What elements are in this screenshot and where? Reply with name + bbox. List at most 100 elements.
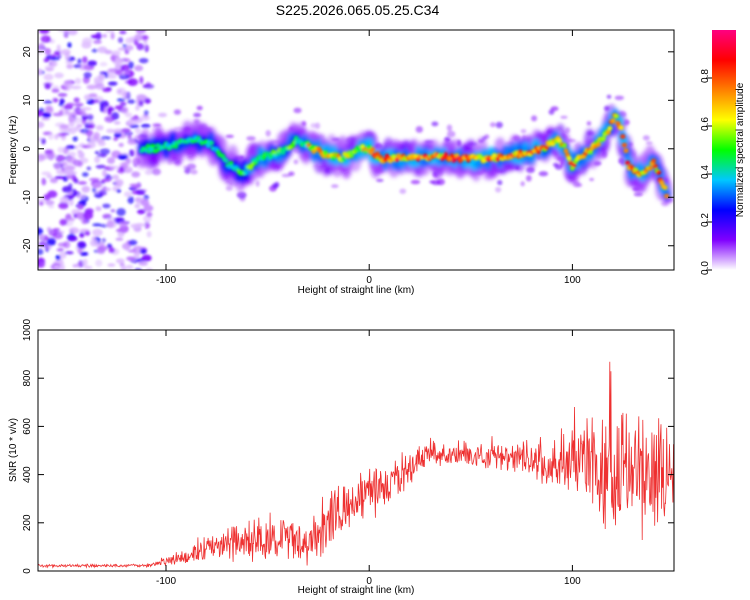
spectrogram-noise-blob <box>87 60 97 67</box>
spectrogram-noise-blob <box>111 50 121 56</box>
spectrogram-ridge-blob <box>607 125 613 131</box>
spectrogram-noise-blob <box>117 47 126 51</box>
spectrogram-noise-blob <box>64 251 74 255</box>
spectrogram-noise-blob <box>114 105 124 110</box>
spectrogram-noise-blob <box>82 258 88 267</box>
spectrogram-noise-blob <box>71 188 77 197</box>
spectrogram-noise-blob <box>95 164 106 169</box>
spectrogram-noise-blob <box>554 164 563 170</box>
spectrogram-noise-blob <box>139 76 144 84</box>
spectrogram-noise-blob <box>140 114 151 122</box>
spectrogram-noise-blob <box>115 237 124 241</box>
spectrogram-noise-blob <box>633 192 643 197</box>
spectrogram-noise-blob <box>81 113 88 121</box>
spectrogram-noise-blob <box>102 169 107 177</box>
spectrogram-noise-blob <box>44 64 55 72</box>
spectrogram-noise-blob <box>118 221 128 228</box>
spectrogram-noise-blob <box>48 228 58 237</box>
spectrogram-noise-blob <box>94 150 99 155</box>
spectrogram-noise-blob <box>65 165 76 170</box>
spectrogram-noise-blob <box>77 151 85 159</box>
spectrogram-ridge-blob <box>340 156 346 162</box>
spectrogram-noise-blob <box>44 82 52 90</box>
spectrogram-noise-blob <box>62 146 69 155</box>
spectrogram-noise-blob <box>110 32 115 40</box>
spectrogram-ridge-blob <box>293 135 299 141</box>
spectrogram-noise-blob <box>58 102 64 107</box>
spectrogram-noise-blob <box>38 68 43 76</box>
spectrogram-noise-blob <box>78 63 89 71</box>
spectrogram-ridge-blob <box>571 162 577 168</box>
spectrogram-noise-blob <box>196 105 203 111</box>
snr-ytick-label: 600 <box>22 418 33 435</box>
colorbar-tick-label: 0.6 <box>700 117 711 131</box>
spectrogram-noise-blob <box>288 171 295 177</box>
spectrogram-noise-blob <box>59 251 67 259</box>
spectrogram-noise-blob <box>193 112 202 118</box>
spectrogram-noise-blob <box>95 259 103 267</box>
spectrogram-noise-blob <box>116 208 126 217</box>
snr-xtick-label: 0 <box>366 576 372 587</box>
spectrogram-noise-blob <box>141 254 152 262</box>
spectrogram-noise-blob <box>116 98 126 102</box>
colorbar-tick-label: 0.2 <box>700 213 711 227</box>
spectrogram-noise-blob <box>112 128 124 134</box>
spectrogram-ylabel: Frequency (Hz) <box>8 116 19 185</box>
spectrogram-noise-blob <box>109 165 121 170</box>
spectrogram-noise-blob <box>39 201 44 206</box>
spectrogram-noise-blob <box>102 87 112 93</box>
spectrogram-noise-blob <box>70 85 82 90</box>
spectrogram-noise-blob <box>93 40 102 44</box>
spectrogram-noise-blob <box>49 38 55 44</box>
spectrogram-noise-blob <box>74 145 79 150</box>
spectrogram-noise-blob <box>265 130 271 137</box>
spectrogram-noise-blob <box>293 107 302 114</box>
spectrogram-noise-blob <box>82 56 88 64</box>
spectrogram-ridge-blob <box>613 113 619 119</box>
spectrogram-noise-blob <box>46 237 56 246</box>
spectrogram-noise-blob <box>125 45 134 51</box>
spectrogram-noise-blob <box>48 132 54 140</box>
spectrogram-noise-blob <box>65 60 74 64</box>
spectrogram-noise-blob <box>88 177 99 182</box>
snr-ytick-label: 1000 <box>22 318 33 341</box>
spectrogram-ridge-blob <box>150 143 156 149</box>
spectrogram-noise-blob <box>642 135 650 141</box>
spectrogram-noise-blob <box>56 247 65 252</box>
spectrogram-noise-blob <box>80 128 89 133</box>
spectrogram-noise-blob <box>128 149 135 157</box>
spectrogram-noise-blob <box>57 242 68 247</box>
spectrogram-noise-blob <box>375 178 384 182</box>
spectrogram-noise-blob <box>129 183 140 187</box>
spectrogram-noise-blob <box>92 223 102 227</box>
spectrogram-ridge-blob <box>595 141 602 147</box>
spectrogram-noise-blob <box>134 33 143 42</box>
spectrogram-noise-blob <box>39 234 45 240</box>
spectrogram-ridge-blob <box>618 125 624 131</box>
spectrogram-noise-blob <box>79 232 85 238</box>
spectrogram-noise-blob <box>135 189 146 196</box>
spectrogram-noise-blob <box>120 64 130 72</box>
spectrogram-noise-blob <box>73 97 80 103</box>
colorbar: 0.0 0.2 0.4 0.6 0.8 Normalized spectral ampl… <box>700 30 746 275</box>
spectrogram-xtick-label: 100 <box>564 275 581 286</box>
spectrogram-noise-blob <box>73 64 82 69</box>
spectrogram-noise-blob <box>104 115 116 123</box>
spectrogram-noise-blob <box>399 188 407 194</box>
spectrogram-noise-blob <box>85 208 94 215</box>
spectrogram-noise-blob <box>104 49 113 55</box>
spectrogram-noise-blob <box>139 248 147 254</box>
spectrogram-noise-blob <box>42 112 52 118</box>
spectrogram-ridge-blob <box>275 151 281 157</box>
spectrogram-noise-blob <box>38 122 44 129</box>
spectrogram-noise-blob <box>77 241 87 249</box>
spectrogram-noise-blob <box>113 137 119 141</box>
spectrogram-noise-blob <box>38 248 44 256</box>
spectrogram-noise-blob <box>73 178 79 184</box>
spectrogram-noise-blob <box>146 211 153 218</box>
spectrogram-noise-blob <box>57 30 69 33</box>
spectrogram-noise-blob <box>76 109 86 113</box>
spectrogram-noise-blob <box>122 91 130 100</box>
